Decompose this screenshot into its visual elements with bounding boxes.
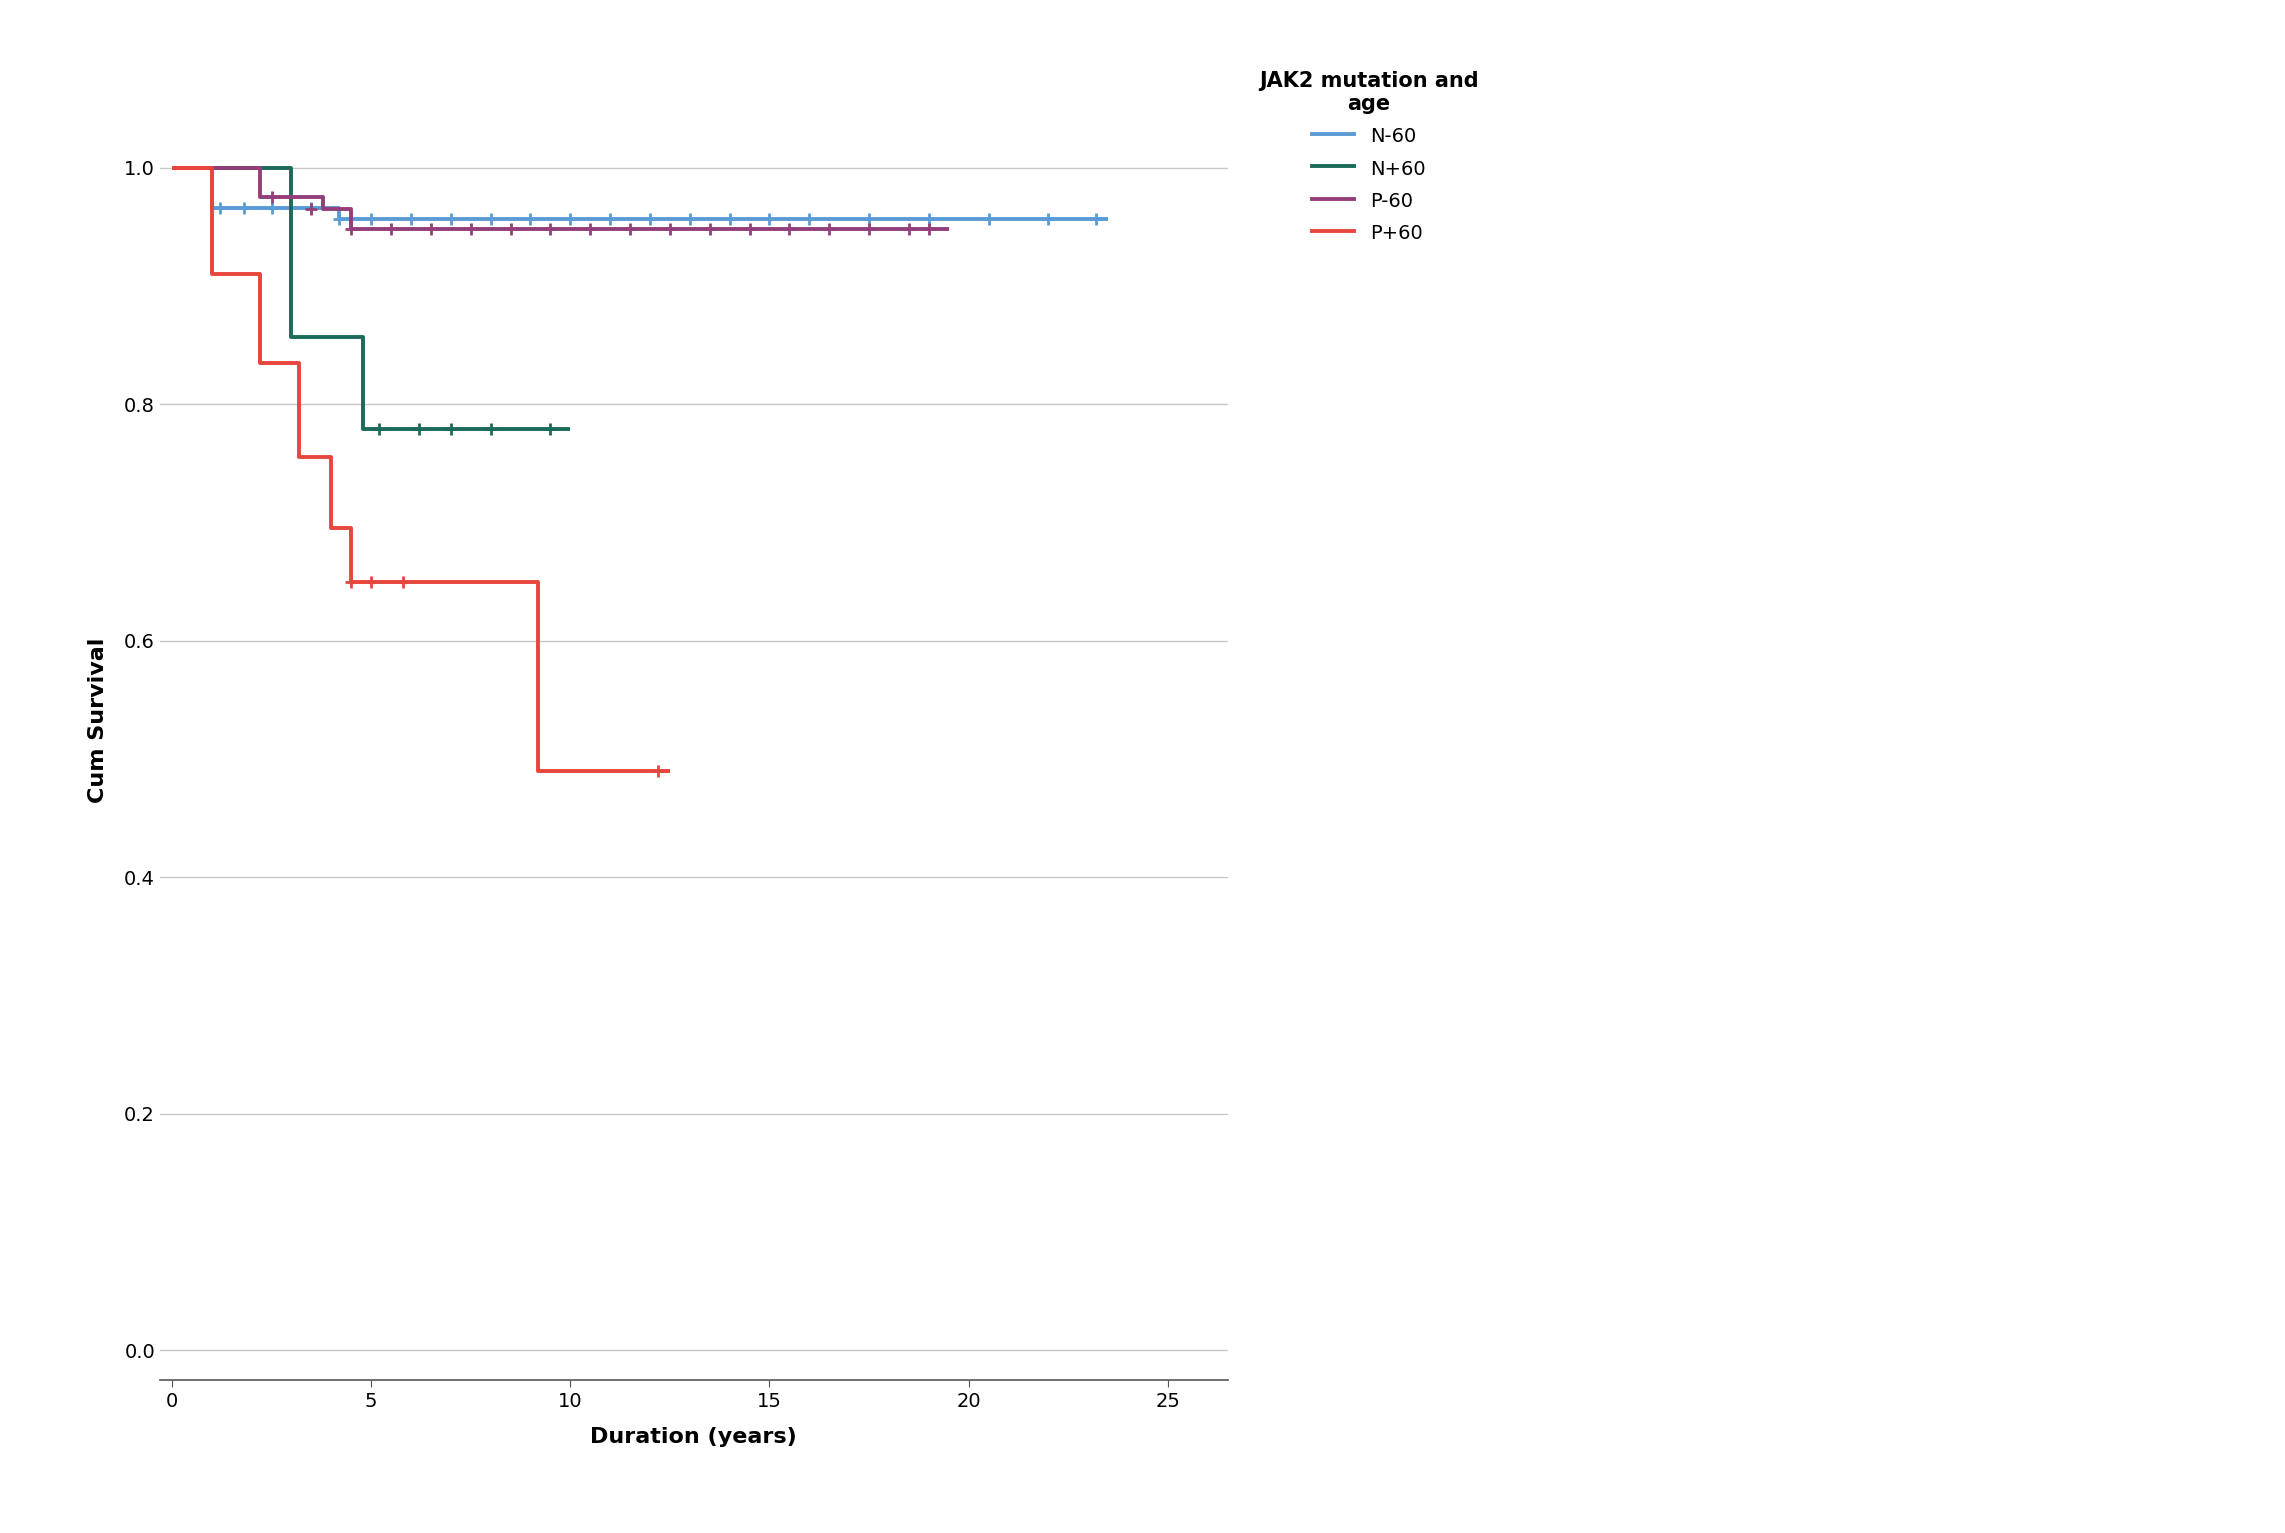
Legend: N-60, N+60, P-60, P+60: N-60, N+60, P-60, P+60 xyxy=(1250,61,1488,253)
Y-axis label: Cum Survival: Cum Survival xyxy=(87,638,107,803)
X-axis label: Duration (years): Duration (years) xyxy=(590,1427,797,1447)
